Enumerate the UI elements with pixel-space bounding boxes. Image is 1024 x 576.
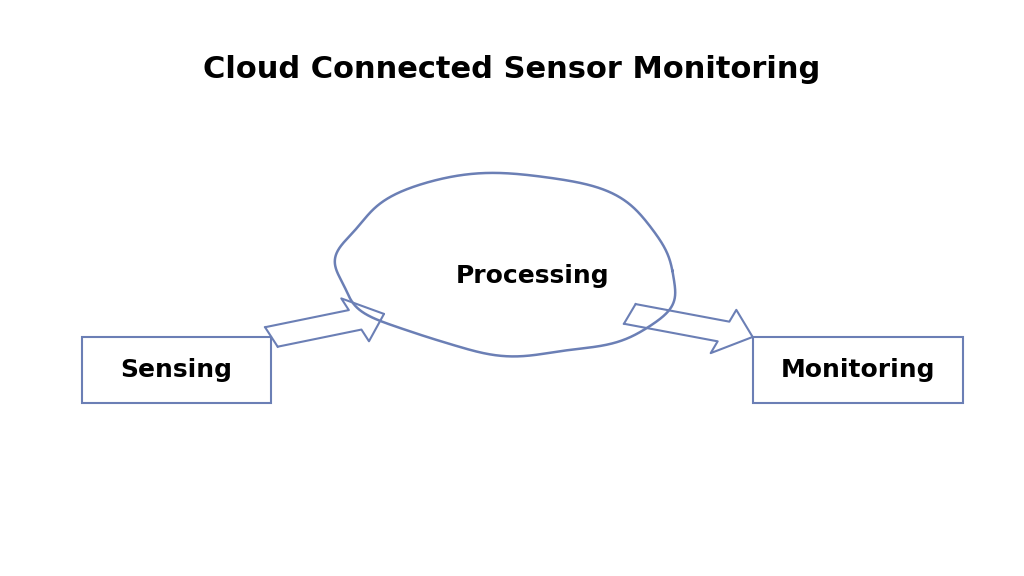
Text: Processing: Processing [456,264,609,289]
Polygon shape [335,173,675,357]
FancyBboxPatch shape [753,337,963,403]
FancyBboxPatch shape [82,337,271,403]
Text: Sensing: Sensing [121,358,232,382]
Text: Monitoring: Monitoring [780,358,935,382]
Text: Cloud Connected Sensor Monitoring: Cloud Connected Sensor Monitoring [204,55,820,84]
